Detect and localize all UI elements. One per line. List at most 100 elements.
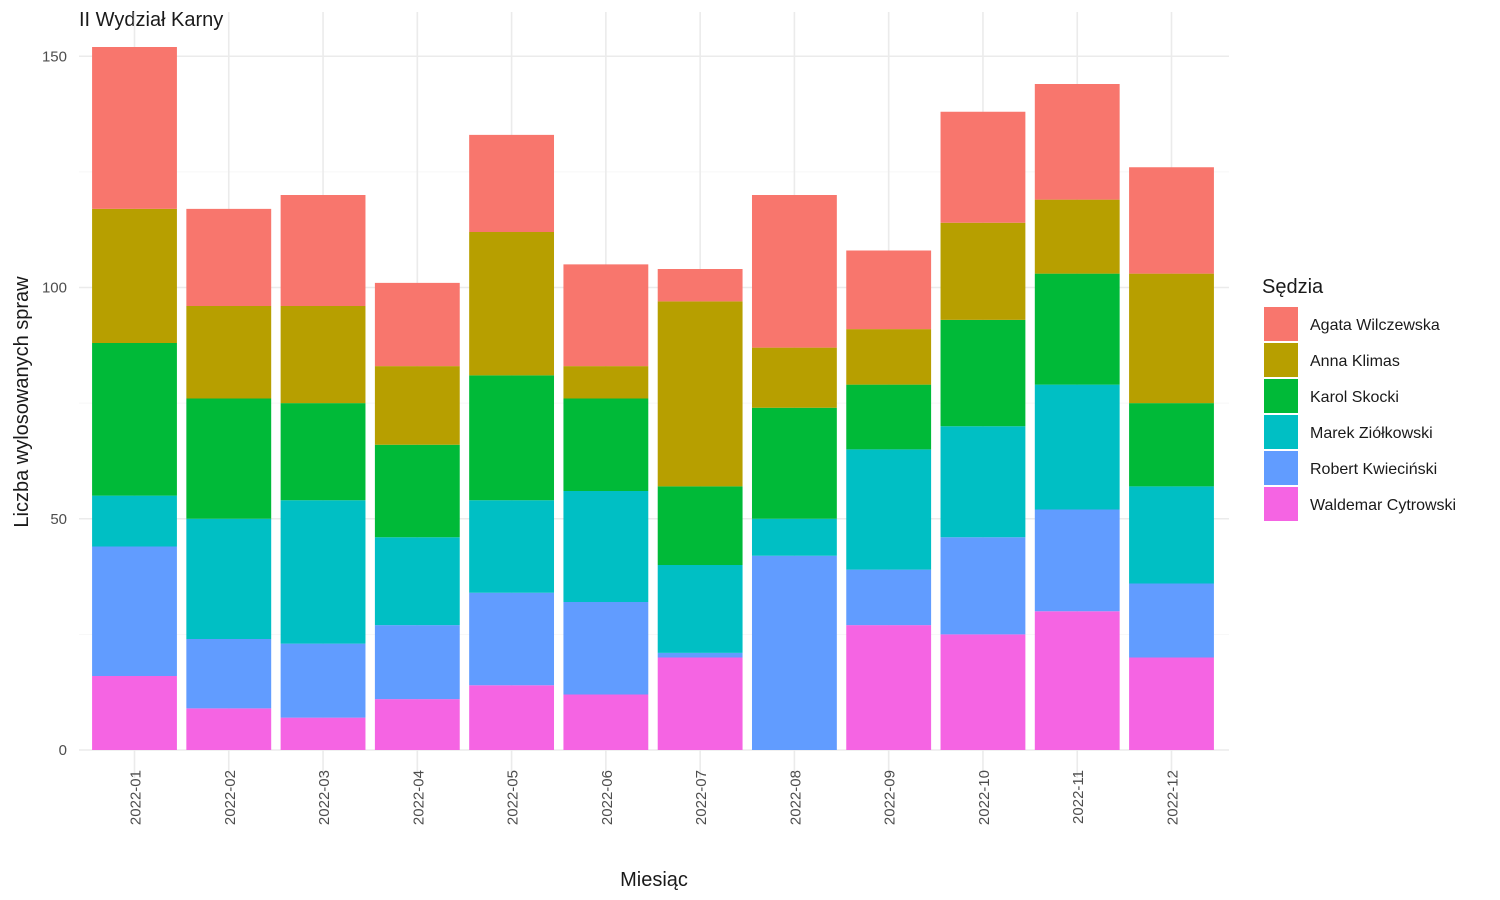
bar-segment	[846, 250, 932, 330]
bar-segment	[1034, 509, 1120, 612]
bar-segment	[1034, 384, 1120, 510]
x-tick-label: 2022-12	[1165, 770, 1182, 825]
bars	[92, 47, 1214, 750]
bar-segment	[657, 652, 743, 658]
bar-segment	[280, 195, 366, 306]
x-tick-label: 2022-04	[410, 770, 427, 825]
bar-segment	[469, 375, 555, 501]
bar-segment	[186, 398, 272, 519]
bar-segment	[280, 403, 366, 501]
bar-segment	[846, 329, 932, 385]
legend-label: Anna Klimas	[1310, 353, 1400, 370]
bar-segment	[280, 717, 366, 750]
y-tick-label: 150	[42, 48, 67, 65]
bar-segment	[280, 306, 366, 404]
bar-segment	[846, 625, 932, 750]
bar-segment	[1034, 84, 1120, 200]
legend-label: Waldemar Cytrowski	[1310, 497, 1456, 514]
bar-segment	[1034, 199, 1120, 274]
legend-label: Robert Kwieciński	[1310, 461, 1437, 478]
bar-segment	[1129, 657, 1214, 750]
bar-segment	[92, 343, 177, 496]
legend-swatch	[1264, 487, 1298, 521]
bar-segment	[1129, 273, 1214, 404]
bar-segment	[280, 643, 366, 718]
bar-segment	[563, 366, 649, 399]
bar-segment	[186, 306, 272, 399]
y-axis-title: Liczba wylosowanych spraw	[11, 276, 33, 528]
bar-segment	[751, 555, 837, 750]
bar-segment	[92, 495, 177, 547]
bar-segment	[92, 546, 177, 676]
bar-segment	[1129, 583, 1214, 658]
x-tick-label: 2022-09	[882, 770, 899, 825]
legend-swatch	[1264, 451, 1298, 485]
legend-swatch	[1264, 379, 1298, 413]
bar-segment	[186, 639, 272, 709]
bar-segment	[940, 634, 1026, 750]
x-tick-label: 2022-05	[505, 770, 522, 825]
bar-segment	[1034, 273, 1120, 385]
bar-segment	[374, 366, 460, 445]
bar-segment	[751, 518, 837, 556]
bar-segment	[940, 537, 1026, 635]
legend-swatch	[1264, 415, 1298, 449]
legend-swatch	[1264, 343, 1298, 377]
bar-segment	[1129, 403, 1214, 487]
legend: Sędzia Agata Wilczewska Anna Klimas Karol …	[1262, 276, 1456, 521]
x-tick-label: 2022-03	[316, 770, 333, 825]
bar-segment	[657, 269, 743, 302]
bar-segment	[1034, 611, 1120, 750]
bar-segment	[563, 264, 649, 367]
x-tick-label: 2022-01	[128, 770, 145, 825]
x-tick-label: 2022-07	[693, 770, 710, 825]
legend-label: Karol Skocki	[1310, 389, 1399, 406]
bar-segment	[751, 347, 837, 408]
bar-segment	[563, 491, 649, 602]
bar-segment	[563, 398, 649, 491]
y-tick-label: 0	[59, 742, 67, 759]
x-tick-label: 2022-10	[976, 770, 993, 825]
bar-segment	[469, 592, 555, 686]
legend-label: Marek Ziółkowski	[1310, 425, 1433, 442]
bar-segment	[469, 134, 555, 232]
legend-swatch	[1264, 307, 1298, 341]
bar-segment	[846, 569, 932, 626]
bar-segment	[374, 444, 460, 538]
bar-segment	[92, 47, 177, 209]
bar-segment	[751, 195, 837, 348]
x-tick-label: 2022-08	[787, 770, 804, 825]
bar-segment	[846, 449, 932, 570]
bar-segment	[374, 625, 460, 700]
bar-segment	[1129, 486, 1214, 584]
bar-segment	[374, 699, 460, 750]
legend-title: Sędzia	[1262, 276, 1324, 298]
bar-segment	[469, 232, 555, 376]
bar-segment	[846, 384, 932, 450]
bar-segment	[563, 694, 649, 750]
bar-segment	[940, 222, 1026, 320]
x-tick-label: 2022-11	[1070, 770, 1087, 824]
x-axis-title: Miesiąc	[620, 869, 688, 891]
bar-segment	[186, 208, 272, 306]
bar-segment	[657, 657, 743, 750]
bar-segment	[657, 301, 743, 487]
x-tick-label: 2022-02	[222, 770, 239, 825]
y-axis-ticks: 0 50 100 150	[42, 48, 67, 759]
bar-segment	[469, 500, 555, 593]
chart-title: II Wydział Karny	[79, 9, 223, 31]
bar-segment	[186, 708, 272, 750]
bar-segment	[280, 500, 366, 644]
bar-segment	[469, 685, 555, 750]
bar-segment	[940, 111, 1026, 223]
bar-segment	[751, 407, 837, 519]
y-tick-label: 50	[50, 511, 67, 528]
bar-segment	[92, 208, 177, 343]
bar-segment	[92, 676, 177, 750]
x-tick-label: 2022-06	[599, 770, 616, 825]
bar-segment	[374, 537, 460, 626]
bar-segment	[657, 565, 743, 653]
x-axis-ticks: 2022-01 2022-02 2022-03 2022-04 2022-05 2022-…	[128, 770, 1182, 825]
bar-segment	[940, 426, 1026, 538]
